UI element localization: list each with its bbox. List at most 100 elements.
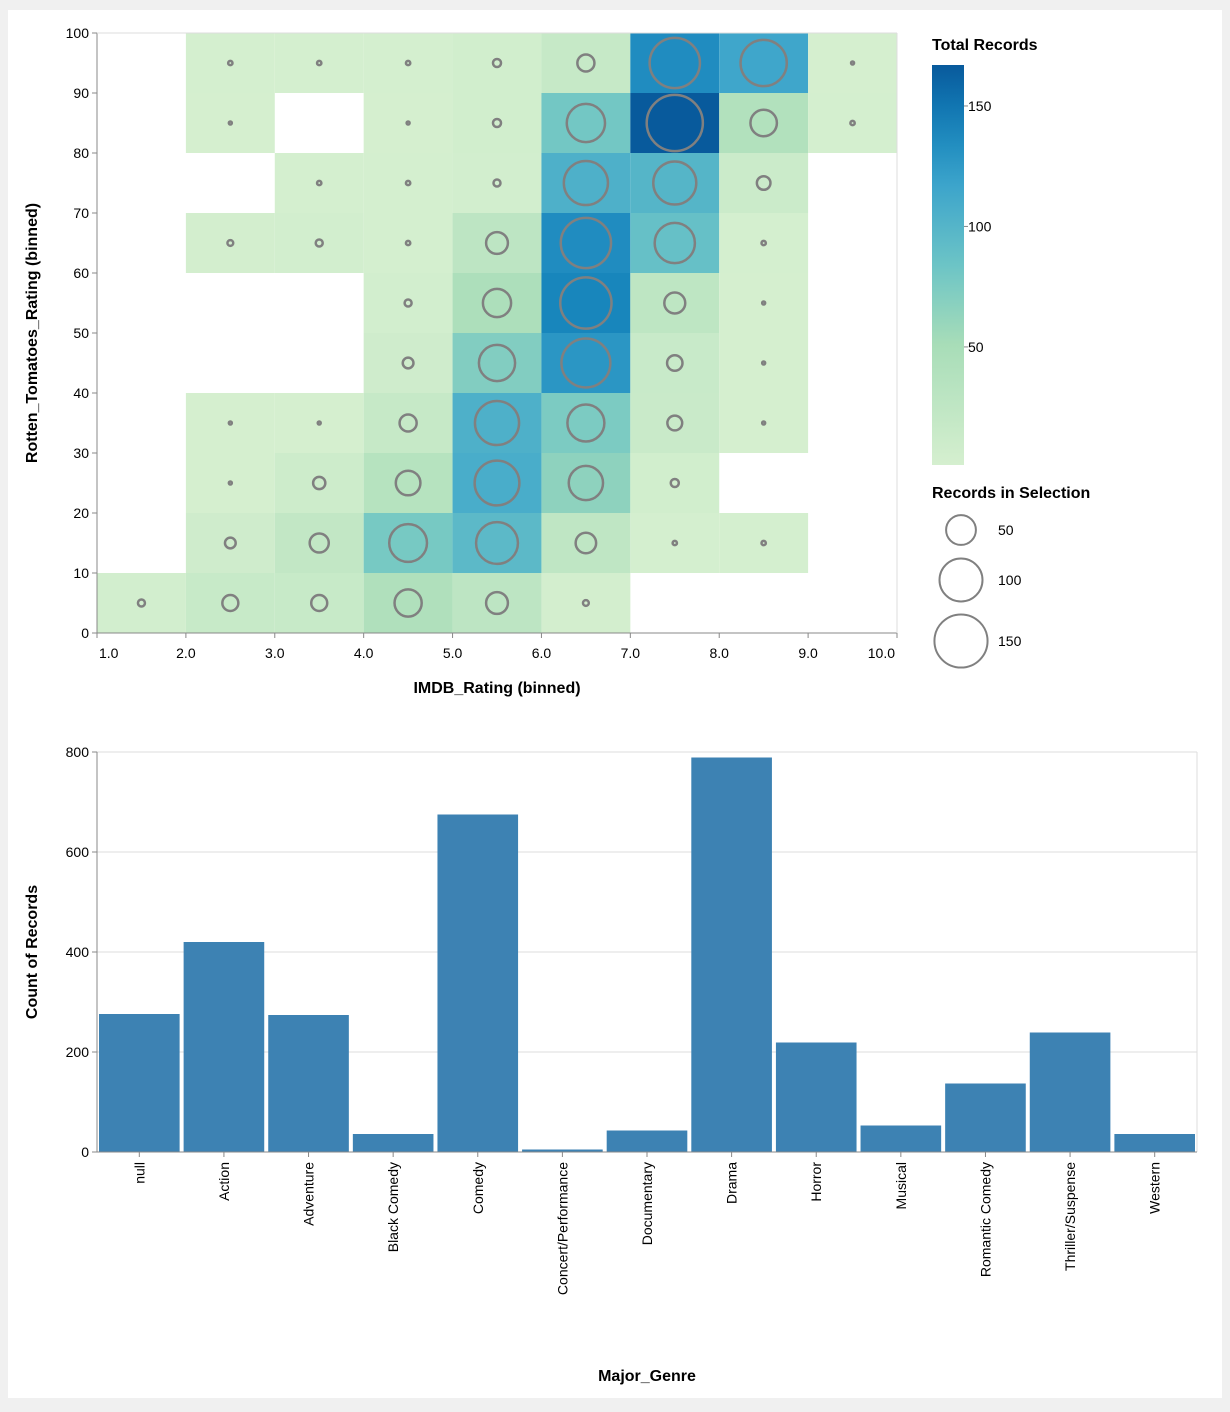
selection-circle bbox=[403, 298, 413, 308]
heatmap-cell bbox=[452, 453, 542, 513]
x-tick-label: 5.0 bbox=[443, 645, 463, 661]
heatmap-cell bbox=[541, 273, 631, 333]
bar bbox=[183, 942, 265, 1152]
x-tick-label: Horror bbox=[808, 1162, 824, 1202]
size-legend-title: Records in Selection bbox=[932, 485, 1090, 502]
heatmap-cell bbox=[808, 33, 897, 93]
x-tick-label: 8.0 bbox=[709, 645, 729, 661]
selection-circle bbox=[760, 239, 768, 247]
selection-circle bbox=[473, 399, 521, 447]
heatmap-cell bbox=[185, 33, 275, 93]
y-tick-label: 0 bbox=[81, 1144, 89, 1160]
x-tick-label: 3.0 bbox=[265, 645, 285, 661]
size-legend-circle bbox=[933, 613, 989, 669]
y-tick-label: 90 bbox=[73, 85, 89, 101]
heatmap-cell bbox=[630, 93, 720, 153]
bar bbox=[691, 757, 772, 1152]
x-tick-label: 4.0 bbox=[354, 645, 374, 661]
size-legend-circle bbox=[938, 557, 984, 603]
heatmap-cell bbox=[363, 393, 453, 453]
y-tick-label: 20 bbox=[73, 505, 89, 521]
heatmap-cell bbox=[363, 453, 453, 513]
heatmap-y-title: Rotten_Tomatoes_Rating (binned) bbox=[24, 203, 41, 463]
selection-circle bbox=[484, 590, 510, 616]
color-legend-label: 100 bbox=[968, 218, 992, 234]
bar bbox=[1029, 1032, 1111, 1152]
y-tick-label: 70 bbox=[73, 205, 89, 221]
heatmap-chart: 0 10 20 30 40 50 60 70 80 90 100 1.0 2.0 3.0 4.0 5.0 6.0… bbox=[66, 25, 1022, 669]
y-tick-label: 50 bbox=[73, 325, 89, 341]
heatmap-cell bbox=[719, 393, 809, 453]
heatmap-cell bbox=[630, 453, 720, 513]
selection-circle bbox=[481, 287, 513, 319]
selection-circle bbox=[749, 108, 779, 138]
heatmap-cell bbox=[452, 213, 542, 273]
selection-circle bbox=[484, 230, 510, 256]
bar bbox=[522, 1149, 603, 1152]
selection-circle bbox=[394, 469, 422, 497]
heatmap-cell bbox=[452, 573, 542, 633]
x-tick-label: Black Comedy bbox=[385, 1162, 401, 1252]
heatmap-cell bbox=[274, 513, 364, 573]
heatmap-cell bbox=[363, 513, 453, 573]
heatmap-cell bbox=[274, 213, 364, 273]
selection-circle bbox=[663, 291, 687, 315]
heatmap-cell bbox=[719, 333, 809, 393]
color-legend-label: 150 bbox=[968, 98, 992, 114]
selection-circle bbox=[315, 179, 323, 187]
x-tick-label: Comedy bbox=[470, 1162, 486, 1214]
selection-circle bbox=[562, 159, 610, 207]
heatmap-cell bbox=[363, 33, 453, 93]
selection-circle bbox=[666, 414, 684, 432]
heatmap-cell bbox=[630, 393, 720, 453]
heatmap-cell bbox=[541, 153, 631, 213]
bar-y-title: Count of Records bbox=[24, 885, 41, 1019]
x-tick-label: Western bbox=[1147, 1162, 1163, 1214]
heatmap-cell bbox=[185, 213, 275, 273]
heatmap-cell bbox=[274, 153, 364, 213]
heatmap-cell bbox=[541, 393, 631, 453]
size-legend-label: 150 bbox=[998, 633, 1022, 649]
x-tick-label: 2.0 bbox=[176, 645, 196, 661]
selection-circle bbox=[227, 120, 234, 126]
selection-circle bbox=[308, 532, 331, 554]
heatmap-cell bbox=[541, 333, 631, 393]
y-tick-label: 80 bbox=[73, 145, 89, 161]
heatmap-cell bbox=[185, 453, 275, 513]
selection-circle bbox=[398, 413, 418, 433]
heatmap-cell bbox=[630, 513, 720, 573]
heatmap-cell bbox=[274, 453, 364, 513]
heatmap-cell bbox=[452, 333, 542, 393]
selection-circle bbox=[849, 60, 856, 66]
selection-circle bbox=[404, 239, 412, 247]
selection-circle bbox=[315, 59, 323, 67]
selection-circle bbox=[477, 343, 517, 383]
x-tick-label: Concert/Performance bbox=[554, 1162, 570, 1295]
heatmap-cell bbox=[452, 33, 542, 93]
selection-circle bbox=[560, 337, 612, 389]
selection-circle bbox=[316, 420, 322, 426]
x-tick-label: 1.0 bbox=[99, 645, 119, 661]
selection-circle bbox=[565, 102, 607, 144]
selection-circle bbox=[652, 160, 698, 206]
color-legend-label: 50 bbox=[968, 339, 984, 355]
selection-circle bbox=[566, 403, 606, 443]
x-tick-label: Action bbox=[216, 1162, 232, 1201]
y-tick-label: 100 bbox=[66, 25, 90, 41]
bar bbox=[352, 1134, 434, 1152]
bar bbox=[1114, 1134, 1195, 1152]
heatmap-x-title: IMDB_Rating (binned) bbox=[413, 680, 580, 697]
size-legend-label: 100 bbox=[998, 572, 1022, 588]
heatmap-cell bbox=[808, 93, 897, 153]
bar bbox=[606, 1130, 688, 1152]
selection-circle bbox=[226, 238, 235, 248]
y-tick-label: 30 bbox=[73, 445, 89, 461]
heatmap-cell bbox=[541, 93, 631, 153]
selection-circle bbox=[669, 477, 681, 489]
heatmap-cell bbox=[541, 33, 631, 93]
selection-circle bbox=[309, 593, 329, 613]
selection-circle bbox=[491, 57, 503, 69]
heatmap-cell bbox=[630, 33, 720, 93]
selection-circle bbox=[311, 475, 327, 491]
